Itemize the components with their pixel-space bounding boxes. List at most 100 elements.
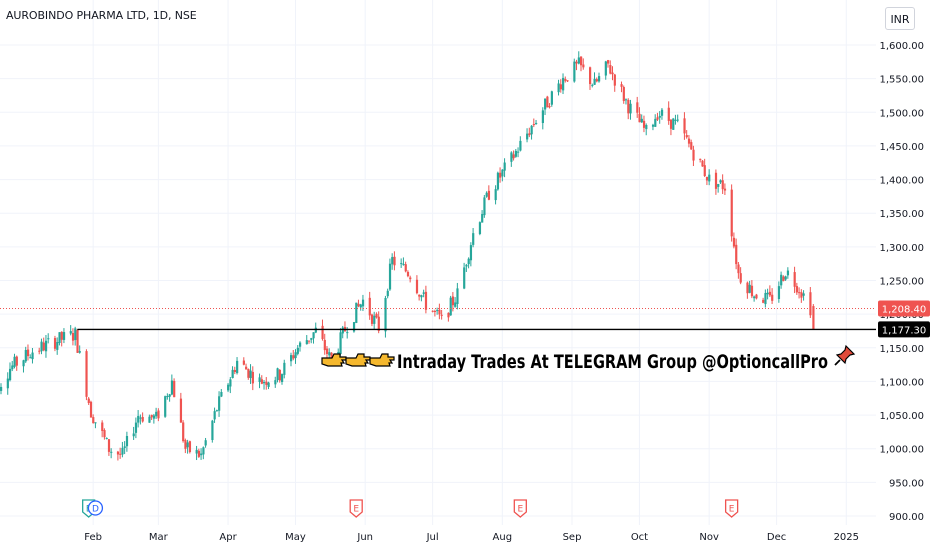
candle-body bbox=[229, 379, 232, 387]
candle-body bbox=[373, 315, 376, 324]
pushpin-icon bbox=[834, 344, 856, 366]
candle-body bbox=[746, 282, 749, 294]
candle-body bbox=[26, 349, 30, 357]
time-axis-bg bbox=[0, 525, 876, 550]
candle-body bbox=[307, 340, 311, 342]
candle-body bbox=[431, 310, 434, 312]
candle-body bbox=[58, 332, 61, 343]
candle-body bbox=[53, 338, 57, 349]
candle-body bbox=[658, 115, 661, 118]
candle-body bbox=[478, 222, 482, 234]
candle-body bbox=[278, 369, 281, 381]
candle-body bbox=[762, 299, 765, 303]
candle-body bbox=[467, 258, 470, 265]
candle-body bbox=[29, 357, 32, 359]
candle-body bbox=[231, 369, 234, 379]
candle-body bbox=[606, 60, 610, 64]
event-markers: EDEEE bbox=[82, 499, 739, 518]
candle-body bbox=[44, 340, 48, 352]
candle-body bbox=[624, 99, 628, 101]
candle-body bbox=[604, 61, 607, 76]
candle-body bbox=[406, 271, 410, 277]
candle-body bbox=[777, 286, 781, 300]
time-tick-label: Jun bbox=[356, 532, 373, 543]
candle-body bbox=[6, 378, 9, 389]
candle-body bbox=[13, 356, 16, 367]
candle-body bbox=[211, 420, 214, 440]
time-tick-label: Nov bbox=[699, 532, 719, 543]
candle-body bbox=[215, 410, 219, 412]
price-tick-label: 1,500.00 bbox=[879, 108, 924, 119]
candle-body bbox=[809, 292, 812, 316]
price-axis[interactable]: 1,600.00 1,550.00 1,500.00 1,450.00 1,400.00… bbox=[876, 0, 932, 550]
candle-body bbox=[447, 312, 450, 318]
candle-body bbox=[420, 295, 423, 298]
candle-body bbox=[519, 140, 522, 151]
candle-body bbox=[110, 451, 113, 453]
candle-body bbox=[74, 328, 77, 341]
candle-body bbox=[202, 447, 205, 455]
candle-body bbox=[667, 107, 670, 121]
candle-body bbox=[546, 96, 549, 108]
candle-body bbox=[132, 433, 135, 437]
candle-body bbox=[384, 297, 387, 332]
candle-body bbox=[78, 351, 81, 353]
candle-body bbox=[544, 98, 547, 110]
candle-body bbox=[263, 382, 266, 384]
candle-body bbox=[683, 118, 686, 134]
candle-body bbox=[123, 446, 126, 448]
candle-body bbox=[782, 276, 785, 282]
candle-body bbox=[119, 453, 122, 455]
candle-body bbox=[503, 162, 506, 171]
candle-body bbox=[186, 442, 189, 448]
candle-body bbox=[454, 302, 457, 307]
candle-body bbox=[8, 368, 12, 381]
earnings-marker: E bbox=[513, 499, 527, 518]
time-tick-label: Sep bbox=[563, 532, 582, 543]
candle-body bbox=[701, 160, 704, 167]
candle-body bbox=[247, 369, 250, 378]
price-levels bbox=[0, 307, 876, 331]
candle-body bbox=[236, 360, 239, 374]
candle-body bbox=[204, 440, 207, 446]
candle-body bbox=[87, 398, 90, 403]
candle-body bbox=[591, 84, 594, 86]
candle-body bbox=[391, 257, 394, 265]
candle-body bbox=[76, 329, 79, 353]
candle-body bbox=[795, 286, 799, 293]
candle-body bbox=[166, 396, 169, 398]
candle-body bbox=[355, 302, 358, 323]
candle-body bbox=[750, 285, 754, 297]
candle-body bbox=[737, 264, 740, 274]
candle-body bbox=[173, 380, 176, 398]
candle-body bbox=[717, 184, 720, 187]
currency-button[interactable]: INR bbox=[885, 7, 915, 30]
candle-body bbox=[692, 149, 695, 161]
candle-body bbox=[685, 135, 688, 138]
candle-body bbox=[251, 371, 254, 384]
candle-body bbox=[227, 384, 230, 391]
candle-body bbox=[636, 102, 639, 113]
candle-body bbox=[242, 360, 245, 365]
candle-body bbox=[654, 118, 657, 127]
candle-body bbox=[496, 172, 500, 190]
price-tick-label: 900.00 bbox=[889, 512, 924, 523]
candle-body bbox=[739, 273, 742, 283]
candle-body bbox=[575, 61, 578, 64]
candle-body bbox=[656, 117, 659, 120]
candle-body bbox=[577, 57, 580, 64]
candle-body bbox=[321, 325, 324, 340]
candle-body bbox=[312, 332, 315, 339]
candle-body bbox=[424, 291, 428, 310]
price-tick-label: 1,450.00 bbox=[879, 142, 924, 153]
candle-body bbox=[346, 332, 349, 334]
candle-body bbox=[690, 142, 693, 150]
event-marker-glyph: E bbox=[517, 505, 523, 515]
time-axis[interactable]: Feb Mar Apr May Jun Jul Aug Sep Oct Nov Dec 2025 bbox=[0, 525, 876, 550]
candle-body bbox=[526, 133, 529, 140]
last-price-badge bbox=[878, 300, 930, 317]
candle-body bbox=[137, 415, 140, 423]
candle-body bbox=[0, 386, 3, 391]
candle-body bbox=[672, 118, 675, 130]
